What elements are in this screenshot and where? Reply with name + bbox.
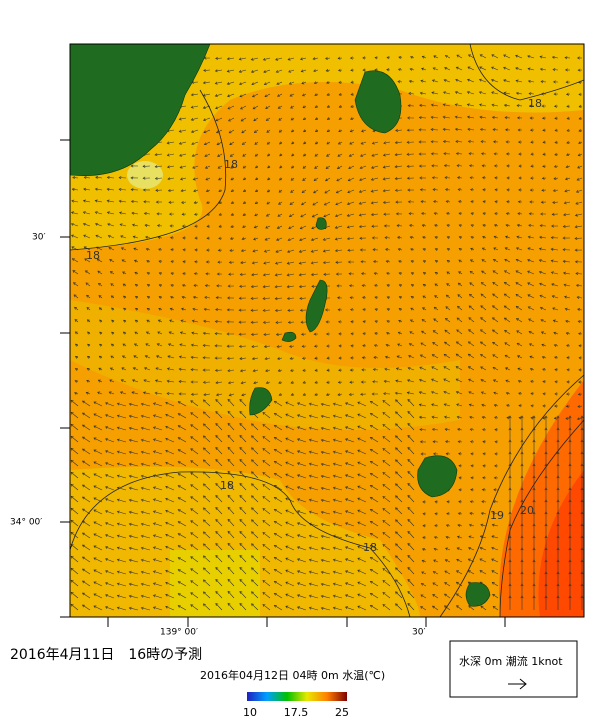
- colorbar: [247, 692, 347, 701]
- caption: 2016年4月11日 16時の予測: [10, 647, 202, 663]
- lat-label: 30′: [32, 233, 46, 243]
- zone: [170, 550, 260, 617]
- colorbar-tick: 10: [243, 706, 257, 719]
- contour-label: 20: [520, 504, 534, 517]
- lat-label: 34° 00′: [10, 518, 42, 528]
- colorbar-ticks: 10 17.5 25: [243, 706, 349, 719]
- colorbar-title: 2016年04月12日 04時 0m 水温(℃): [200, 668, 385, 682]
- contour-label: 18: [528, 97, 542, 110]
- legend-box: [450, 641, 577, 697]
- contour-label: 19: [490, 509, 504, 522]
- contour-label: 18: [363, 541, 377, 554]
- legend-label: 水深 0m 潮流 1knot: [459, 654, 563, 668]
- lon-label: 30′: [412, 628, 426, 638]
- contour-label: 18: [86, 249, 100, 262]
- colorbar-tick: 25: [335, 706, 349, 719]
- contour-label: 18: [224, 158, 238, 171]
- colorbar-tick: 17.5: [284, 706, 309, 719]
- lon-label: 139° 00′: [160, 628, 198, 638]
- map: 18 18 18 18 18 19 20: [70, 44, 584, 617]
- contour-label: 18: [220, 479, 234, 492]
